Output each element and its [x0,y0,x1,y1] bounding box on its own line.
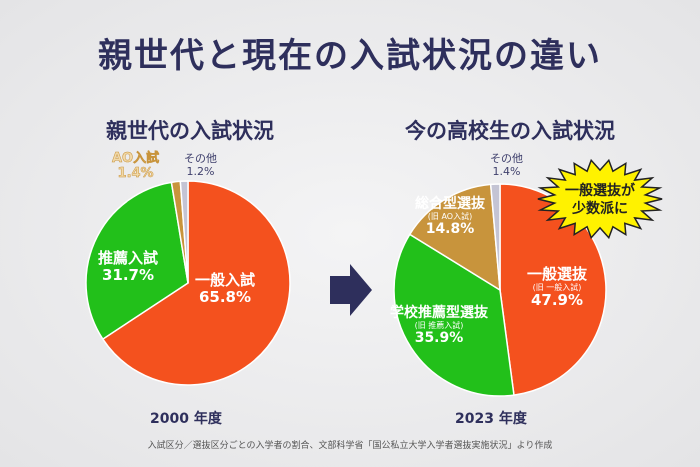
source-note: 入試区分／選抜区分ごとの入学者の割合、文部科学省「国公私立大学入学者選抜実施状況… [147,441,553,451]
label-other-2023: その他 1.4% [490,152,523,178]
left-chart-title: 親世代の入試状況 [106,119,274,143]
label-school-2023: 学校推薦型選抜 (旧 推薦入試) 35.9% [390,305,488,347]
pie-slice-0 [499,183,607,396]
label-general-2000: 一般入試 65.8% [195,271,256,307]
pie-slice-3 [179,180,189,284]
label-ao-2000: AO入試 1.4% [112,151,160,181]
callout-text: 一般選抜が少数派に [565,183,635,217]
pie-slice-1 [85,181,189,341]
year-2000: 2000 年度 [150,411,222,427]
pie-2000 [85,180,291,386]
label-general-2023: 一般選抜 (旧 一般入試) 47.9% [527,265,588,310]
pie-slice-2 [408,183,501,292]
label-other-2000: その他 1.2% [184,152,217,178]
page-title: 親世代と現在の入試状況の違い [98,36,602,76]
pie-slice-3 [489,183,501,291]
pie-2023 [393,183,607,397]
label-recommend-2000: 推薦入試 31.7% [98,249,159,285]
arrow-icon [330,264,372,316]
label-comprehensive-2023: 総合型選抜 (旧 AO入試) 14.8% [415,196,485,238]
pie-slice-0 [101,180,291,386]
callout-burst [537,158,663,240]
year-2023: 2023 年度 [455,411,527,427]
pie-slice-1 [393,233,515,397]
right-chart-title: 今の高校生の入試状況 [405,119,615,143]
